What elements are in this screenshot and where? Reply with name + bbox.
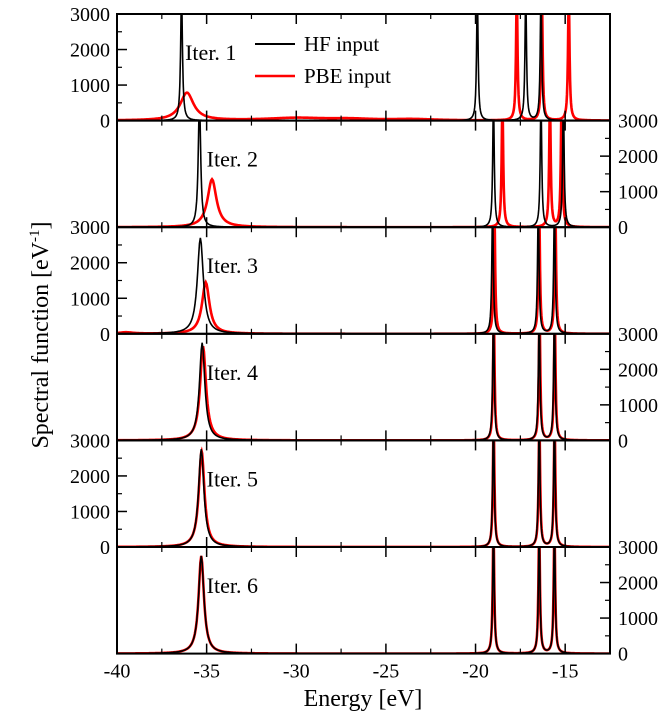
y-tick-label: 1000 [70, 75, 110, 97]
y-tick-label: 2000 [618, 146, 658, 168]
legend-label: HF input [304, 32, 379, 56]
panel-curves [117, 440, 610, 547]
panel-1: 0 1000 2000 3000 Iter. 1 [70, 4, 611, 133]
pbe-series-line [117, 547, 610, 654]
panel-label: Iter. 2 [207, 147, 258, 172]
y-tick-label: 0 [618, 430, 628, 452]
y-tick-label: 3000 [618, 111, 658, 133]
y-tick-label: 1000 [618, 608, 658, 630]
x-tick-label: -20 [462, 661, 489, 683]
panel-label: Iter. 4 [207, 360, 258, 385]
panel-frame [116, 119, 611, 229]
chart-panels: 0 1000 2000 3000 Iter. 1 0 1000 2000 3000 Iter. 2… [70, 4, 658, 666]
y-tick-label: 0 [100, 537, 110, 559]
y-tick-label: 0 [618, 217, 628, 239]
y-tick-label: 0 [100, 111, 110, 133]
y-tick-label: 2000 [70, 253, 110, 275]
y-tick-label: 1000 [618, 395, 658, 417]
y-tick-label: 1000 [70, 501, 110, 523]
y-tick-label: 3000 [618, 537, 658, 559]
y-axis-label-close: ] [28, 221, 54, 229]
pbe-series-line [117, 333, 610, 441]
panel-label: Iter. 5 [207, 466, 258, 491]
y-tick-label: 0 [618, 644, 628, 666]
y-tick-label: 3000 [70, 217, 110, 239]
y-tick-label: 1000 [70, 288, 110, 310]
x-tick-label: -40 [104, 661, 131, 683]
legend: HF input PBE input [255, 32, 391, 88]
y-tick-label: 3000 [70, 4, 110, 26]
y-tick-label: 3000 [618, 324, 658, 346]
panel-curves [117, 547, 610, 654]
x-tick-label: -35 [193, 661, 220, 683]
panel-4: 0 1000 2000 3000 Iter. 4 [116, 324, 658, 452]
pbe-series-line [117, 14, 610, 121]
y-axis-label-superscript: -1 [27, 229, 43, 242]
y-tick-label: 2000 [618, 573, 658, 595]
panel-3: 0 1000 2000 3000 Iter. 3 [70, 217, 611, 346]
x-tick-label: -15 [552, 661, 579, 683]
y-tick-label: 2000 [618, 359, 658, 381]
panel-label: Iter. 1 [185, 40, 236, 65]
hf-series-line [117, 333, 610, 441]
x-tick-label: -30 [283, 661, 310, 683]
y-axis-label-main: Spectral function [eV [28, 241, 54, 448]
y-tick-label: 3000 [70, 430, 110, 452]
panel-label: Iter. 3 [207, 253, 258, 278]
y-axis-label: Spectral function [eV-1] [27, 221, 54, 448]
y-tick-label: 2000 [70, 466, 110, 488]
panel-curves [117, 333, 610, 441]
y-tick-label: 1000 [618, 182, 658, 204]
x-tick-label: -25 [373, 661, 400, 683]
panel-5: 0 1000 2000 3000 Iter. 5 [70, 430, 611, 559]
panel-label: Iter. 6 [207, 573, 258, 598]
x-axis-label: Energy [eV] [304, 686, 423, 712]
y-tick-label: 0 [100, 324, 110, 346]
pbe-series-line [117, 440, 610, 547]
legend-label: PBE input [304, 64, 391, 88]
panel-6: 0 1000 2000 3000 Iter. 6 [116, 537, 658, 666]
y-tick-label: 2000 [70, 40, 110, 62]
